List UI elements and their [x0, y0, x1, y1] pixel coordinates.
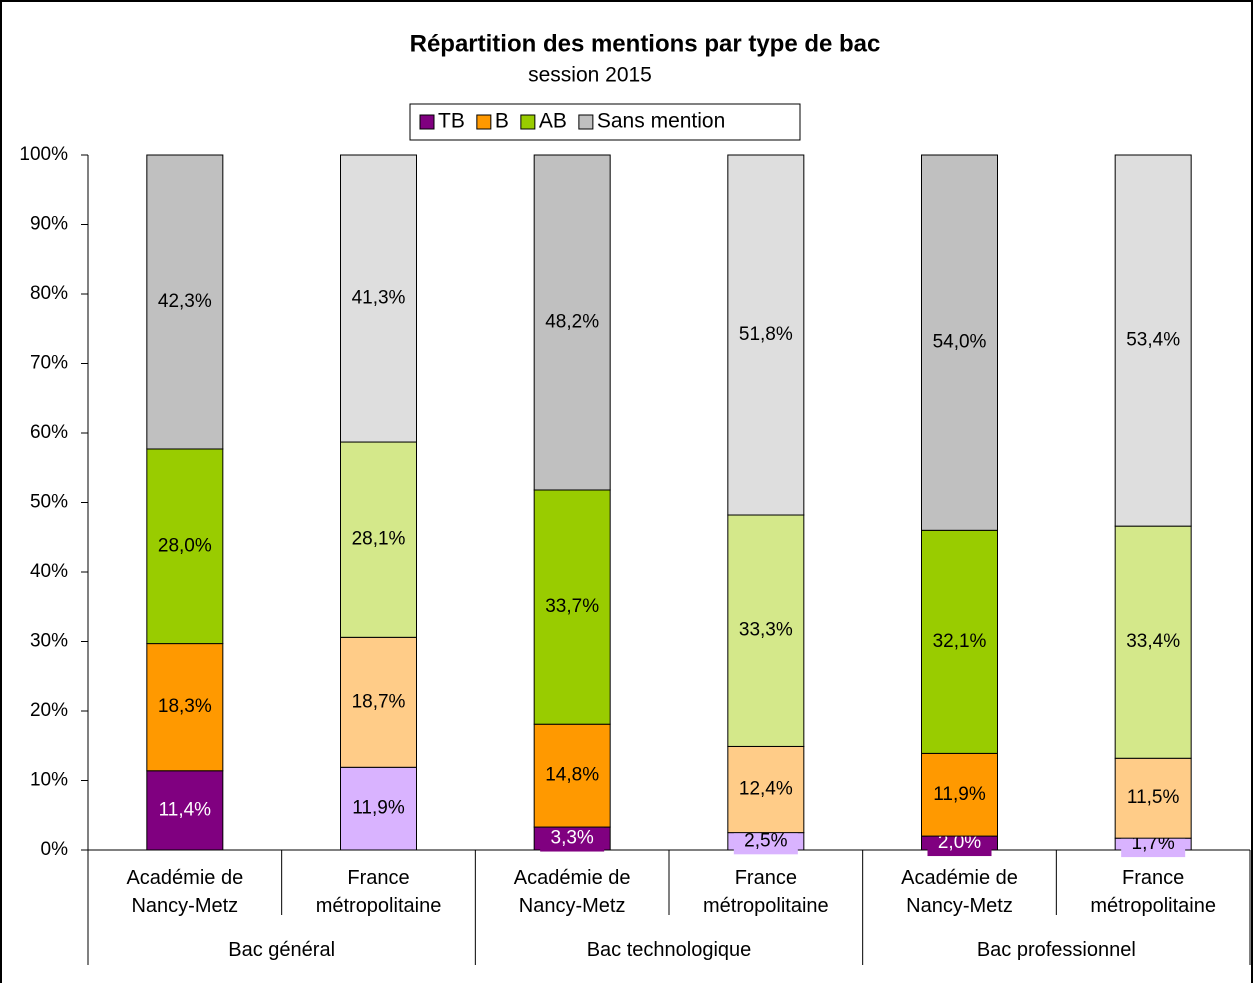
bar-segment	[921, 752, 998, 837]
bar-segment	[533, 723, 611, 828]
bar-segment	[340, 154, 417, 443]
data-label: 33,3%	[739, 620, 793, 641]
data-label: 53,4%	[1126, 330, 1180, 351]
chart-title: Répartition des mentions par type de bac	[410, 30, 881, 57]
data-label: 28,1%	[352, 529, 406, 550]
data-label: 11,5%	[1127, 787, 1180, 808]
bar-segment	[1114, 525, 1192, 759]
y-tick-label: 60%	[30, 422, 68, 443]
data-label: 33,7%	[545, 596, 599, 617]
data-label: 18,3%	[158, 696, 212, 717]
data-label: 42,3%	[158, 291, 212, 312]
bar-segment	[533, 489, 611, 725]
data-label: 54,0%	[933, 332, 987, 353]
x-tick-label: Académie de Nancy-Metz	[513, 867, 631, 917]
y-tick-label: 30%	[30, 631, 68, 652]
bar-segment	[921, 154, 998, 531]
bar-segment	[146, 643, 224, 772]
bar-segment	[533, 154, 611, 491]
data-label: 41,3%	[352, 288, 406, 309]
x-tick-label: France métropolitaine	[1090, 867, 1216, 917]
group-label: Bac professionnel	[976, 939, 1136, 961]
bar-segment	[727, 745, 805, 834]
y-tick-label: 0%	[41, 839, 69, 860]
legend-swatch	[520, 114, 536, 130]
data-label: 18,7%	[352, 691, 406, 712]
data-label: 12,4%	[739, 779, 793, 800]
data-label: 3,3%	[551, 828, 594, 849]
label-bg	[540, 825, 605, 852]
bar-segment	[1114, 757, 1192, 839]
chart-subtitle: session 2015	[528, 64, 652, 87]
data-label: 32,1%	[933, 631, 987, 652]
x-tick-label: Académie de Nancy-Metz	[901, 867, 1018, 917]
x-tick-label: Académie de Nancy-Metz	[126, 867, 244, 917]
bar-segment	[340, 766, 417, 851]
group-label: Bac technologique	[586, 939, 752, 961]
legend-box	[409, 103, 801, 141]
data-label: 48,2%	[545, 312, 599, 333]
legend-swatch	[578, 114, 594, 130]
group-label: Bac général	[228, 939, 336, 961]
data-label: 11,9%	[933, 784, 986, 805]
y-tick-label: 50%	[30, 492, 68, 513]
y-tick-label: 40%	[30, 561, 68, 582]
x-tick-label: France métropolitaine	[703, 867, 829, 917]
bar-segment	[340, 441, 417, 638]
y-tick-label: 80%	[30, 283, 68, 304]
data-label: 11,9%	[352, 798, 405, 819]
y-tick-label: 90%	[30, 214, 68, 235]
y-tick-label: 70%	[30, 353, 68, 374]
legend-label: AB	[539, 110, 567, 133]
legend-label: TB	[438, 110, 465, 133]
bar-segment	[146, 448, 224, 645]
bar-segment	[921, 529, 998, 754]
bar-segment	[1114, 154, 1192, 527]
bar-segment	[727, 514, 805, 747]
data-label: 28,0%	[158, 535, 212, 556]
legend-label: B	[495, 110, 509, 133]
y-tick-label: 100%	[19, 144, 68, 165]
data-label: 2,5%	[744, 830, 787, 851]
bar-segment	[146, 770, 224, 851]
data-label: 2,0%	[938, 832, 981, 853]
bar-segment	[146, 154, 224, 450]
bar-segment	[727, 154, 805, 516]
data-label: 11,4%	[159, 799, 212, 820]
legend-swatch	[476, 114, 492, 130]
y-tick-label: 10%	[30, 770, 68, 791]
data-label: 51,8%	[739, 324, 793, 345]
data-label: 14,8%	[545, 765, 599, 786]
x-tick-label: France métropolitaine	[315, 867, 442, 917]
data-label: 33,4%	[1126, 631, 1180, 652]
y-tick-label: 20%	[30, 700, 68, 721]
legend-label: Sans mention	[597, 110, 725, 133]
legend-swatch	[419, 114, 435, 130]
